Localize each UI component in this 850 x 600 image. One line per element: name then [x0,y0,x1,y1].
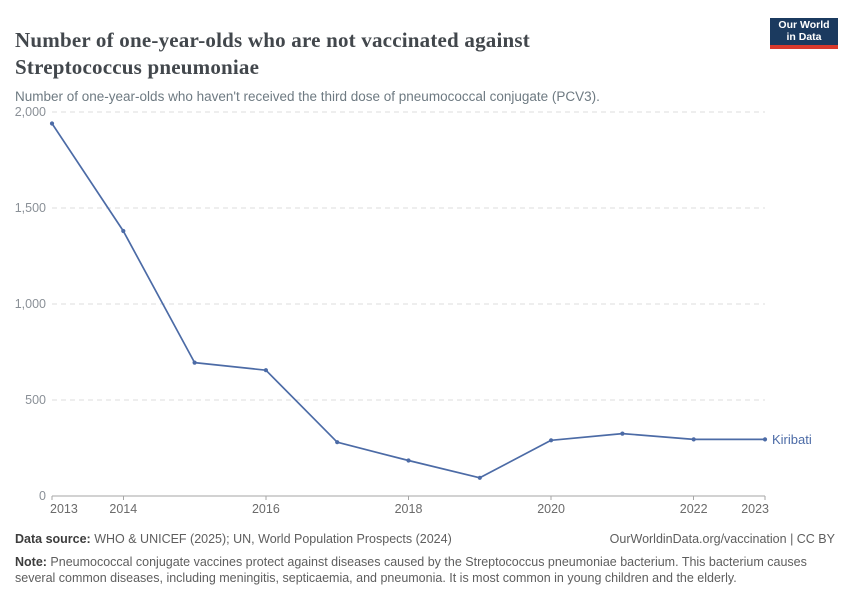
note-text: Pneumococcal conjugate vaccines protect … [15,554,807,586]
owid-logo[interactable]: Our World in Data [770,18,838,49]
x-tick-label: 2016 [252,502,280,516]
y-tick-label: 0 [39,489,46,503]
y-tick-label: 2,000 [15,105,46,119]
x-tick-label: 2023 [741,502,769,516]
y-tick-label: 1,500 [15,201,46,215]
y-tick-label: 1,000 [15,297,46,311]
data-point[interactable] [121,228,126,234]
data-point[interactable] [620,431,625,436]
data-point[interactable] [192,360,197,365]
data-point[interactable] [691,437,696,442]
owid-logo-line2: in Data [786,30,822,43]
data-point[interactable] [549,438,554,443]
source-row: Data source: WHO & UNICEF (2025); UN, Wo… [15,531,835,548]
x-tick-label: 2018 [395,502,423,516]
data-point[interactable] [762,437,768,442]
data-point[interactable] [477,475,482,480]
data-point[interactable] [49,121,55,126]
trend-line [51,122,766,479]
chart-footer: Data source: WHO & UNICEF (2025); UN, Wo… [15,531,835,587]
data-source-line: Data source: WHO & UNICEF (2025); UN, Wo… [15,531,452,548]
data-point[interactable] [335,440,340,445]
citation-link[interactable]: OurWorldinData.org/vaccination | CC BY [609,532,835,546]
page-title: Number of one-year-olds who are not vacc… [15,28,530,80]
chart-canvas[interactable]: 0 500 1,000 1,500 2,000 2013 2014 2016 2018 2020 2… [0,0,850,530]
owid-logo-line1: Our World [778,19,830,31]
x-tick-label: 2014 [109,502,137,516]
entity-label: Kiribati [772,432,812,447]
chart-subtitle: Number of one-year-olds who haven't rece… [15,88,600,104]
note-line: Note: Pneumococcal conjugate vaccines pr… [15,554,835,587]
data-source-text: WHO & UNICEF (2025); UN, World Populatio… [90,532,452,546]
data-point[interactable] [406,458,411,463]
x-tick-label: 2020 [537,502,565,516]
x-tick-label: 2013 [50,502,78,516]
x-tick-label: 2022 [680,502,708,516]
y-tick-label: 500 [25,393,46,407]
data-source-label: Data source: [15,532,91,546]
note-label: Note: [15,554,47,569]
data-point[interactable] [263,368,268,373]
